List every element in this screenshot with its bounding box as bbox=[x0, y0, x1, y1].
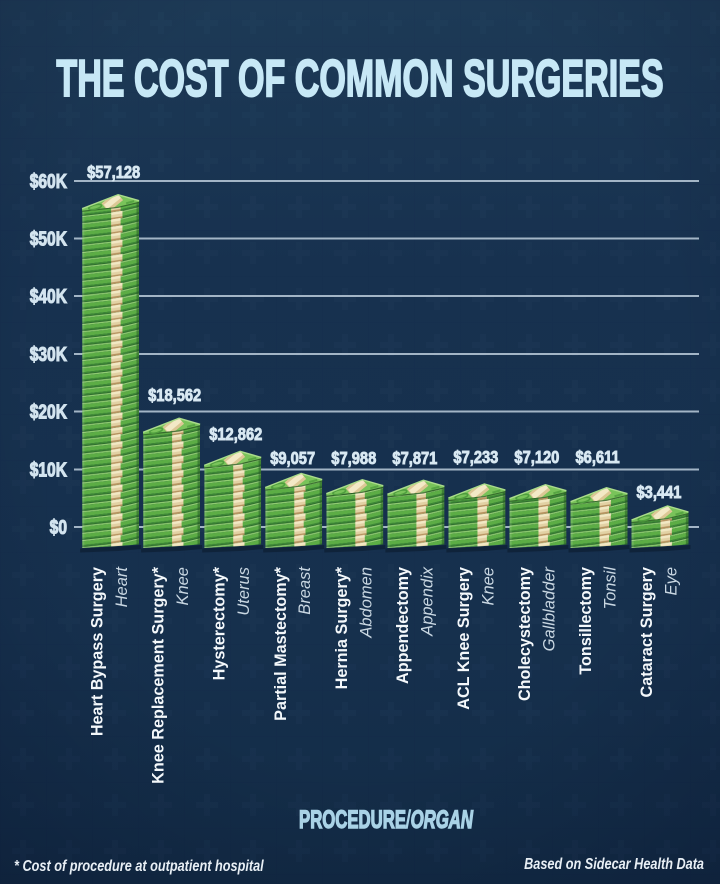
svg-text:Gallbladder: Gallbladder bbox=[540, 566, 558, 652]
svg-text:THE COST OF COMMON SURGERIES: THE COST OF COMMON SURGERIES bbox=[56, 50, 663, 108]
svg-text:Abdomen: Abdomen bbox=[357, 567, 375, 639]
svg-text:Knee: Knee bbox=[479, 567, 497, 606]
svg-text:ACL Knee Surgery: ACL Knee Surgery bbox=[455, 567, 473, 710]
svg-text:Appendix: Appendix bbox=[418, 566, 436, 637]
svg-text:PROCEDURE/ORGAN: PROCEDURE/ORGAN bbox=[299, 806, 473, 834]
svg-text:Hysterectomy*: Hysterectomy* bbox=[211, 566, 229, 680]
svg-text:$20K: $20K bbox=[30, 401, 67, 423]
svg-text:Based on Sidecar Health Data: Based on Sidecar Health Data bbox=[524, 856, 704, 873]
svg-text:$3,441: $3,441 bbox=[637, 483, 682, 502]
svg-text:Cholecystectomy: Cholecystectomy bbox=[516, 567, 534, 701]
svg-text:$9,057: $9,057 bbox=[270, 449, 315, 468]
svg-text:$7,871: $7,871 bbox=[392, 449, 437, 468]
svg-text:$12,862: $12,862 bbox=[209, 425, 262, 444]
svg-text:Eye: Eye bbox=[663, 567, 681, 595]
svg-text:$7,233: $7,233 bbox=[453, 448, 498, 467]
svg-text:Tonsil: Tonsil bbox=[602, 566, 620, 610]
svg-text:Heart Bypass Surgery: Heart Bypass Surgery bbox=[89, 567, 107, 736]
svg-text:$30K: $30K bbox=[30, 343, 67, 365]
svg-text:$57,128: $57,128 bbox=[87, 163, 140, 182]
svg-text:* Cost of procedure at outpati: * Cost of procedure at outpatient hospit… bbox=[14, 858, 265, 875]
svg-text:Knee: Knee bbox=[174, 567, 192, 606]
svg-text:$10K: $10K bbox=[30, 459, 67, 481]
svg-text:$40K: $40K bbox=[30, 285, 67, 307]
svg-text:Breast: Breast bbox=[296, 566, 314, 615]
svg-text:Hernia Surgery*: Hernia Surgery* bbox=[333, 566, 351, 689]
svg-text:Cataract Surgery: Cataract Surgery bbox=[638, 567, 656, 697]
svg-text:$60K: $60K bbox=[30, 170, 67, 192]
svg-text:$7,988: $7,988 bbox=[331, 449, 376, 468]
svg-text:$50K: $50K bbox=[30, 228, 67, 250]
svg-text:Appendectomy: Appendectomy bbox=[394, 567, 412, 684]
svg-text:$6,611: $6,611 bbox=[576, 448, 620, 467]
svg-text:$18,562: $18,562 bbox=[148, 386, 201, 405]
svg-text:$0: $0 bbox=[50, 516, 67, 538]
svg-text:$7,120: $7,120 bbox=[514, 448, 559, 467]
svg-text:Uterus: Uterus bbox=[235, 567, 253, 616]
svg-text:Tonsillectomy: Tonsillectomy bbox=[577, 567, 595, 675]
svg-text:Partial Mastectomy*: Partial Mastectomy* bbox=[272, 566, 290, 721]
svg-text:Heart: Heart bbox=[113, 566, 131, 608]
svg-text:Knee Replacement Surgery*: Knee Replacement Surgery* bbox=[150, 566, 168, 784]
